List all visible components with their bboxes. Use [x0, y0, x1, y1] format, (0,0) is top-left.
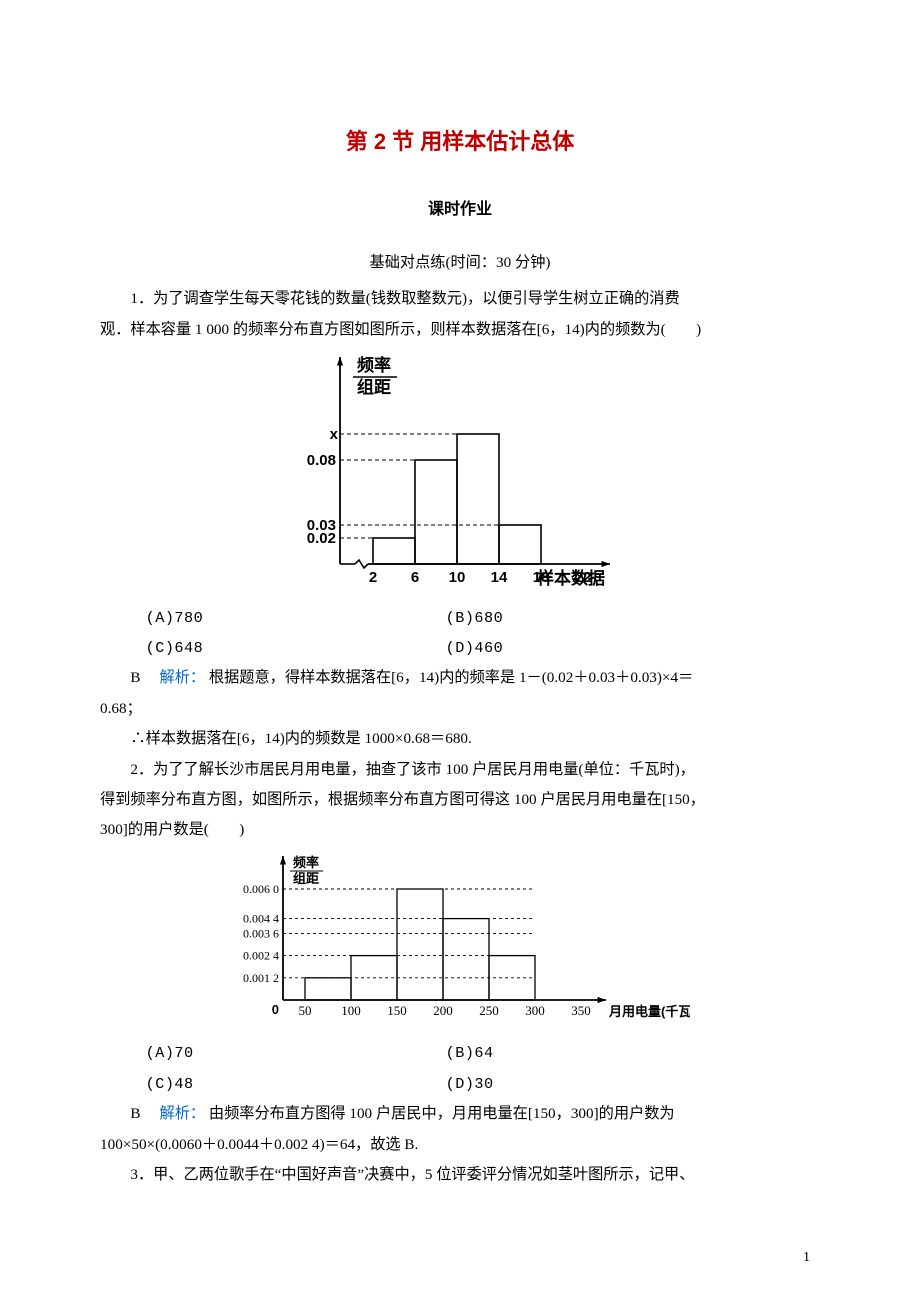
q2-analysis-label: 解析： — [160, 1105, 206, 1122]
svg-text:10: 10 — [449, 569, 466, 586]
q2-opt-d: (D)30 — [446, 1069, 746, 1099]
svg-text:0.006 0: 0.006 0 — [243, 882, 279, 896]
subtitle: 课时作业 — [100, 194, 820, 226]
svg-text:0.03: 0.03 — [307, 517, 336, 534]
q2-stem-line2: 得到频率分布直方图，如图所示，根据频率分布直方图可得这 100 户居民月用电量在… — [100, 785, 820, 815]
svg-text:0.003 6: 0.003 6 — [243, 926, 279, 940]
q2-histogram: 频率组距月用电量(千瓦时) 0 50 100 150 200 250 300 350 0.001 … — [100, 850, 820, 1036]
q2-opt-a: (A)70 — [146, 1038, 446, 1068]
q2-stem-line1: 2．为了了解长沙市居民月用电量，抽查了该市 100 户居民月用电量(单位：千瓦时… — [100, 755, 820, 785]
q1-histogram: 频率组距样本数据x26101418220.020.030.08 — [100, 349, 820, 600]
q1-stem-line1: 1．为了调查学生每天零花钱的数量(钱数取整数元)，以便引导学生树立正确的消费 — [100, 284, 820, 314]
q2-solution-line1: B 解析： 由频率分布直方图得 100 户居民中，月用电量在[150，300]的… — [100, 1099, 820, 1129]
timing-line: 基础对点练(时间：30 分钟) — [100, 248, 820, 278]
svg-text:250: 250 — [479, 1003, 499, 1018]
svg-text:0: 0 — [272, 1002, 279, 1017]
svg-text:0.004 4: 0.004 4 — [243, 911, 279, 925]
svg-text:50: 50 — [299, 1003, 312, 1018]
svg-text:14: 14 — [491, 569, 508, 586]
q2-solution-line2: 100×50×(0.0060＋0.0044＋0.002 4)＝64，故选 B. — [100, 1130, 820, 1160]
q1-solution-line3: ∴样本数据落在[6，14)内的频数是 1000×0.68＝680. — [100, 724, 820, 754]
q1-analysis-label: 解析： — [160, 669, 206, 686]
svg-text:100: 100 — [341, 1003, 361, 1018]
svg-text:150: 150 — [387, 1003, 407, 1018]
svg-text:300: 300 — [525, 1003, 545, 1018]
svg-text:22: 22 — [575, 569, 592, 586]
q1-solution-line2: 0.68； — [100, 694, 820, 724]
page-number: 1 — [803, 1244, 810, 1272]
section-title: 第 2 节 用样本估计总体 — [100, 120, 820, 164]
svg-text:组距: 组距 — [357, 377, 391, 397]
svg-text:350: 350 — [571, 1003, 591, 1018]
svg-text:0.001 2: 0.001 2 — [243, 971, 279, 985]
q1-stem-line2: 观．样本容量 1 000 的频率分布直方图如图所示，则样本数据落在[6，14)内… — [100, 315, 820, 345]
svg-text:0.002 4: 0.002 4 — [243, 948, 279, 962]
q2-options-row1: (A)70 (B)64 — [146, 1038, 820, 1068]
q2-analysis-text1: 由频率分布直方图得 100 户居民中，月用电量在[150，300]的用户数为 — [209, 1105, 675, 1122]
svg-text:2: 2 — [369, 569, 377, 586]
svg-text:组距: 组距 — [293, 871, 319, 886]
q1-opt-b: (B)680 — [446, 603, 746, 633]
q1-options-row1: (A)780 (B)680 — [146, 603, 820, 633]
svg-text:0.08: 0.08 — [307, 452, 336, 469]
q1-answer-letter: B — [130, 669, 155, 686]
q2-answer-letter: B — [130, 1105, 155, 1122]
svg-text:18: 18 — [533, 569, 550, 586]
q3-stem-line1: 3．甲、乙两位歌手在“中国好声音”决赛中，5 位评委评分情况如茎叶图所示，记甲、 — [100, 1160, 820, 1190]
q1-opt-c: (C)648 — [146, 633, 446, 663]
svg-text:6: 6 — [411, 569, 419, 586]
svg-text:频率: 频率 — [357, 355, 391, 375]
q2-opt-c: (C)48 — [146, 1069, 446, 1099]
q1-opt-d: (D)460 — [446, 633, 746, 663]
q1-options-row2: (C)648 (D)460 — [146, 633, 820, 663]
svg-text:x: x — [330, 426, 339, 443]
q1-analysis-text1: 根据题意，得样本数据落在[6，14)内的频率是 1－(0.02＋0.03＋0.0… — [209, 669, 693, 686]
svg-text:月用电量(千瓦时): 月用电量(千瓦时) — [608, 1004, 690, 1019]
q2-opt-b: (B)64 — [446, 1038, 746, 1068]
q1-opt-a: (A)780 — [146, 603, 446, 633]
q2-options-row2: (C)48 (D)30 — [146, 1069, 820, 1099]
q2-stem-line3: 300]的用户数是( ) — [100, 815, 820, 845]
svg-text:200: 200 — [433, 1003, 453, 1018]
q1-solution-line1: B 解析： 根据题意，得样本数据落在[6，14)内的频率是 1－(0.02＋0.… — [100, 663, 820, 693]
svg-text:频率: 频率 — [293, 855, 319, 870]
